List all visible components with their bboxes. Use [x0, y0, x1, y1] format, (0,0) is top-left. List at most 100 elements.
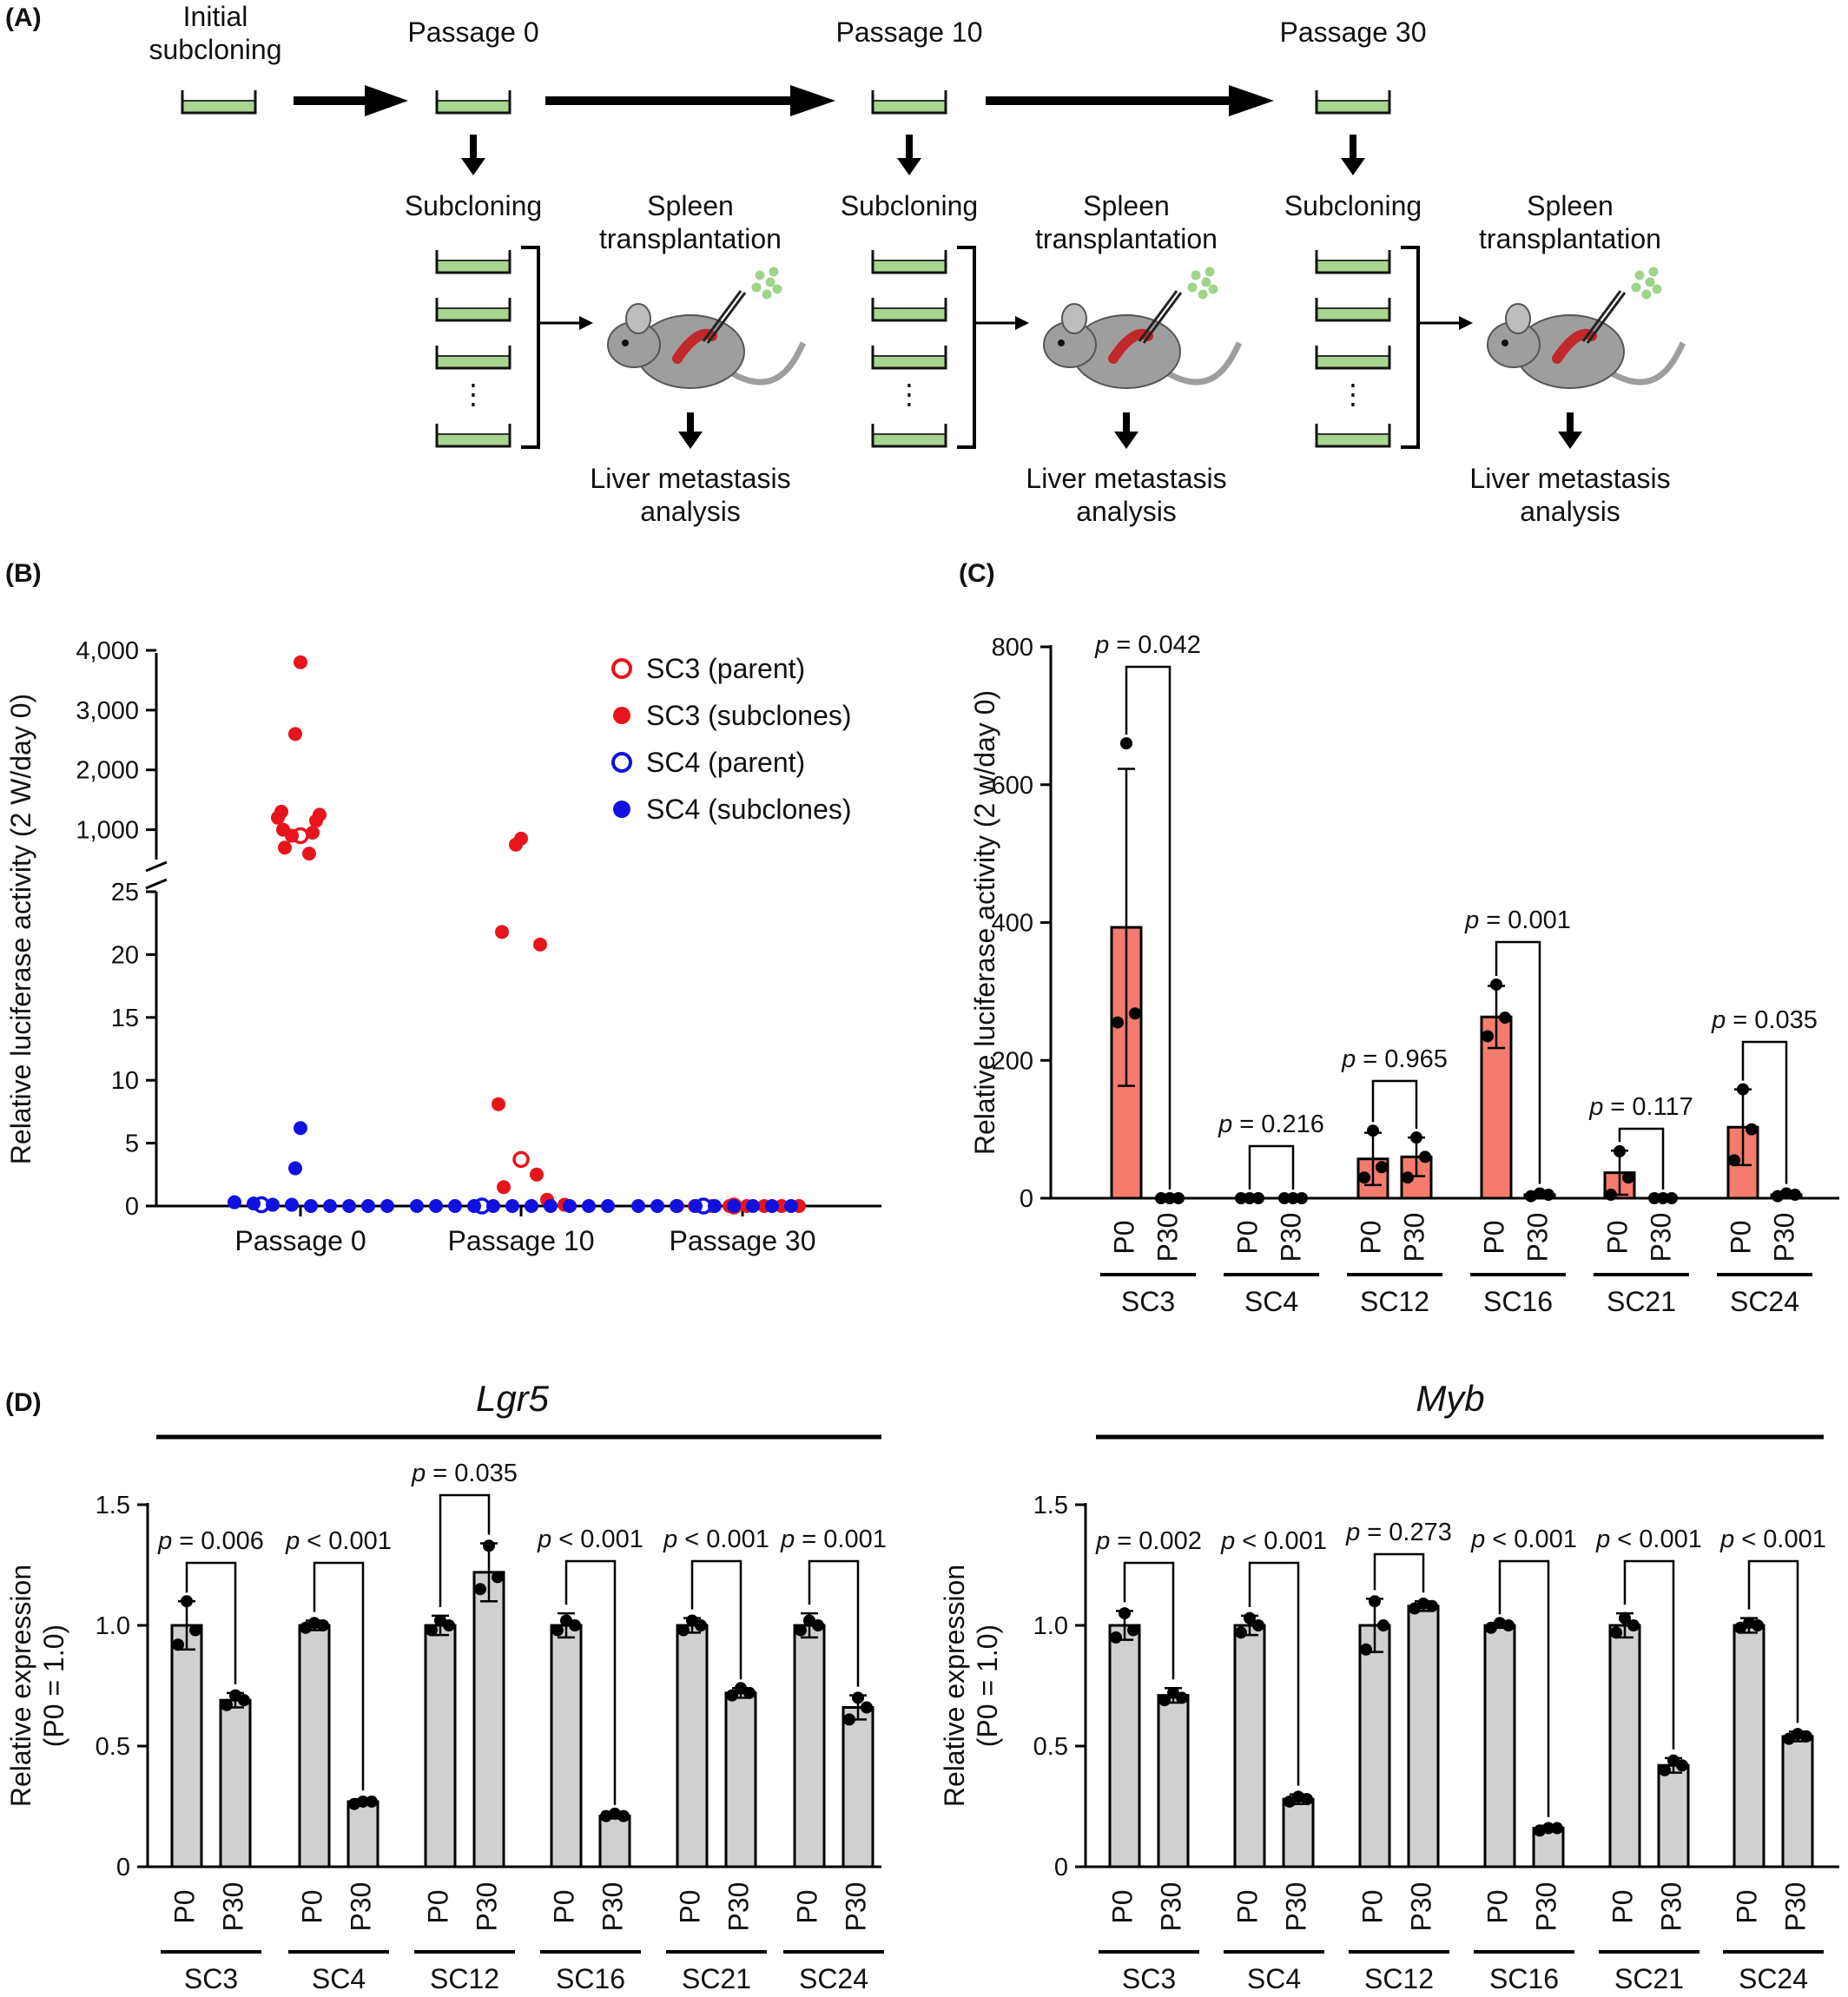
subclone-dish-p10-1 — [871, 298, 947, 322]
bar-sc3-p30 — [1157, 1694, 1190, 1868]
data-point — [1610, 1626, 1622, 1639]
data-point — [1164, 1192, 1176, 1204]
y-tick-label: 4,000 — [76, 637, 139, 665]
data-point — [861, 1701, 873, 1714]
axis-break-mark — [145, 878, 168, 890]
group-label: SC4 — [1244, 1286, 1298, 1317]
data-point-sc4-subclones- — [342, 1199, 356, 1213]
dish-passage-p0 — [435, 90, 512, 115]
data-point — [1244, 1192, 1256, 1204]
data-point — [1534, 1824, 1546, 1837]
data-point-sc3-parent- — [512, 1150, 530, 1169]
p-value-label: p = 0.042 — [1094, 631, 1201, 659]
data-point — [181, 1595, 193, 1608]
data-point-sc4-subclones- — [650, 1199, 664, 1213]
x-bar-label: P30 — [1655, 1882, 1686, 1932]
panel-label-d: (D) — [5, 1388, 42, 1417]
data-point — [317, 1619, 329, 1631]
data-point — [1278, 1192, 1290, 1204]
data-point-sc4-subclones- — [765, 1199, 779, 1213]
subclone-dish-p0-3 — [435, 424, 512, 448]
x-bar-label: P0 — [1478, 1220, 1509, 1254]
gene-title-myb: Myb — [1416, 1378, 1484, 1419]
gene-title-lgr5: Lgr5 — [476, 1378, 550, 1419]
data-point-sc4-subclones- — [563, 1199, 577, 1213]
data-point — [443, 1619, 455, 1631]
data-point — [1252, 1192, 1264, 1204]
subcloning-label-p30: Subcloning — [1284, 190, 1422, 221]
data-point — [1605, 1189, 1617, 1202]
x-bar-label: P0 — [168, 1889, 200, 1923]
data-point — [1746, 1123, 1758, 1136]
y-tick-label: 1,000 — [76, 817, 139, 845]
p-value-label: p < 0.001 — [537, 1526, 644, 1553]
p-value-label: p < 0.001 — [1595, 1526, 1702, 1553]
data-point — [1482, 1030, 1494, 1043]
data-point — [1119, 1607, 1131, 1620]
x-bar-label: P30 — [597, 1882, 628, 1932]
y-axis-title: Relative expression(P0 = 1.0) — [5, 1565, 69, 1807]
subclone-dish-p0-1 — [435, 298, 512, 322]
x-bar-label: P30 — [1779, 1882, 1811, 1932]
data-point-sc4-subclones- — [361, 1199, 375, 1213]
spleen-icon — [1552, 328, 1597, 364]
bar-sc24-p30 — [842, 1706, 874, 1868]
data-point — [795, 1624, 807, 1637]
data-point-sc4-subclones- — [467, 1199, 481, 1213]
group-label: SC4 — [312, 1963, 366, 1994]
bar-sc16-p0 — [550, 1624, 583, 1868]
data-point-sc4-subclones- — [601, 1199, 615, 1213]
data-point — [1410, 1131, 1422, 1144]
data-point — [1369, 1595, 1381, 1608]
bar-sc4-p30 — [1282, 1797, 1315, 1868]
bar-sc24-p30 — [1781, 1735, 1814, 1868]
y-tick-label: 1.5 — [1033, 1492, 1068, 1519]
stage-label-passage-30: Passage 30 — [1279, 16, 1426, 48]
data-point — [492, 1571, 504, 1584]
data-point — [1301, 1793, 1313, 1806]
subclone-dish-p10-0 — [871, 250, 947, 274]
bar-sc12-p30 — [472, 1571, 505, 1868]
x-bar-label: P0 — [1356, 1889, 1388, 1923]
spleen-icon — [672, 328, 717, 364]
y-axis-title: Relative luciferase activity (2 W/day 0) — [5, 694, 36, 1164]
significance-bracket — [1373, 1552, 1425, 1593]
data-point — [1800, 1730, 1812, 1743]
data-point-sc4-subclones- — [410, 1199, 424, 1213]
x-bar-label: P30 — [1398, 1213, 1429, 1262]
group-label: SC21 — [1614, 1963, 1684, 1994]
data-point-sc3-subclones- — [509, 837, 523, 852]
panel-label-a: (A) — [5, 3, 42, 32]
data-point-sc4-subclones- — [380, 1199, 394, 1213]
data-point-sc4-subclones- — [266, 1197, 280, 1212]
x-bar-label: P0 — [674, 1889, 705, 1923]
data-point — [366, 1795, 378, 1808]
data-point — [300, 1621, 312, 1634]
p-value-label: p < 0.001 — [1719, 1526, 1826, 1553]
significance-bracket — [439, 1493, 491, 1607]
bar-sc24-p0 — [1732, 1624, 1766, 1868]
data-point — [1734, 1621, 1746, 1634]
x-tick-label: Passage 0 — [234, 1225, 366, 1256]
data-point-sc3-subclones- — [285, 828, 299, 843]
x-bar-label: P30 — [471, 1882, 502, 1932]
data-point — [1622, 1171, 1634, 1184]
x-bar-label: P30 — [1768, 1213, 1799, 1262]
data-point-sc4-subclones- — [708, 1199, 722, 1213]
data-point — [1360, 1643, 1372, 1656]
data-point — [1499, 1012, 1511, 1025]
data-point — [812, 1619, 824, 1631]
data-point — [1789, 1189, 1801, 1202]
y-axis-title: Relative expression(P0 = 1.0) — [939, 1565, 1003, 1807]
data-point-sc3-subclones- — [775, 1199, 789, 1213]
legend-label: SC3 (parent) — [646, 653, 805, 684]
panel-d-myb-bar-chart: Myb 0 0.5 1.0 1.5 Relative expression(P0 = 1.… — [939, 1378, 1839, 1994]
group-label: SC3 — [1122, 1963, 1176, 1994]
spleen-icon — [1108, 328, 1153, 364]
data-point-sc4-subclones- — [505, 1199, 519, 1213]
data-point — [1287, 1192, 1299, 1204]
x-bar-label: P30 — [1152, 1213, 1183, 1262]
data-point — [551, 1624, 564, 1637]
syringe-icon — [1138, 290, 1178, 342]
p-value-label: p < 0.001 — [285, 1527, 392, 1555]
